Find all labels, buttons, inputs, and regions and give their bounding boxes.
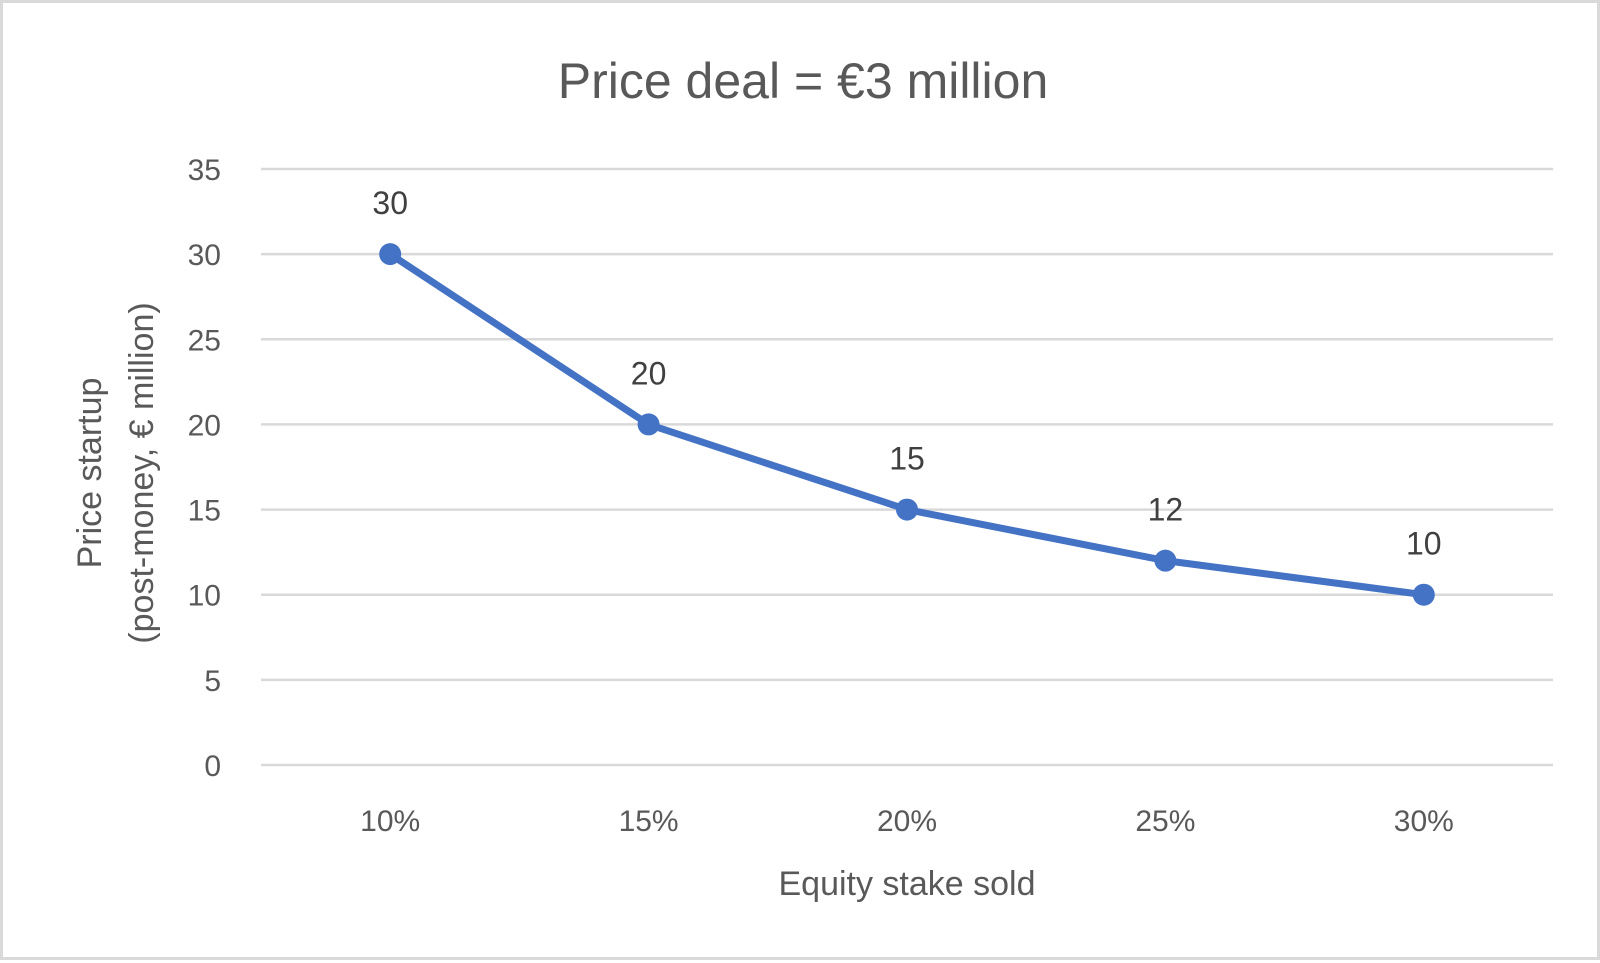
data-label: 30 (372, 185, 408, 221)
y-axis-title-line-2: (post-money, € million) (123, 302, 161, 643)
y-tick-label: 10 (188, 580, 221, 613)
series-group (379, 243, 1435, 606)
y-tick-label: 20 (188, 409, 221, 442)
data-point (896, 498, 918, 521)
data-labels: 30 20 15 12 10 (372, 185, 1441, 562)
x-axis-title: Equity stake sold (778, 865, 1035, 903)
gridlines (261, 167, 1553, 767)
data-label: 20 (631, 355, 667, 391)
y-axis-ticks: 0 5 10 15 20 25 30 35 (188, 154, 221, 783)
data-label: 15 (889, 441, 925, 477)
x-axis-ticks: 10% 15% 20% 25% 30% (360, 805, 1454, 838)
y-tick-label: 5 (204, 665, 221, 698)
data-label: 10 (1406, 526, 1442, 562)
y-tick-label: 30 (188, 239, 221, 272)
y-tick-label: 35 (188, 154, 221, 187)
line-chart: Price deal = €3 million 0 5 10 15 20 25 30 35 1… (71, 53, 1553, 903)
y-tick-label: 15 (188, 495, 221, 528)
x-tick-label: 20% (877, 805, 937, 838)
data-label: 12 (1148, 492, 1184, 528)
y-axis-title: Price startup (post-money, € million) (71, 302, 161, 643)
y-axis-title-line-1: Price startup (71, 378, 109, 569)
x-tick-label: 25% (1135, 805, 1195, 838)
data-point (379, 243, 402, 266)
y-tick-label: 0 (204, 750, 221, 783)
data-point (1154, 549, 1177, 572)
data-point (1412, 583, 1435, 606)
chart-title: Price deal = €3 million (558, 53, 1049, 109)
x-tick-label: 30% (1394, 805, 1454, 838)
data-point (637, 413, 660, 436)
x-tick-label: 15% (619, 805, 679, 838)
x-tick-label: 10% (360, 805, 420, 838)
y-tick-label: 25 (188, 324, 221, 357)
